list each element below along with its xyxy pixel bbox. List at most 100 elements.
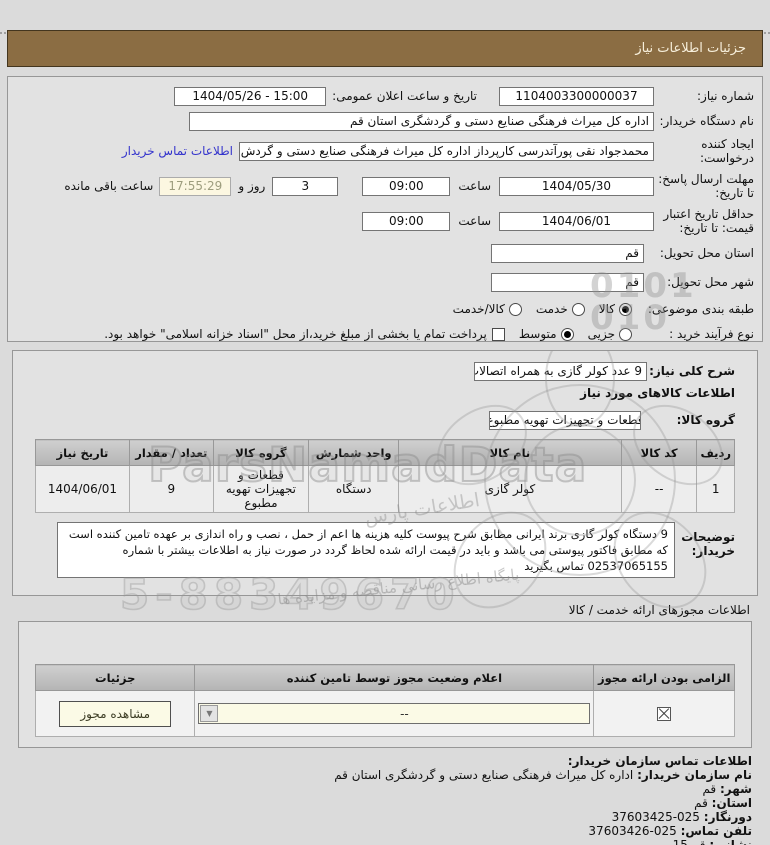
license-table: الزامی بودن ارائه مجوز اعلام وضعیت مجوز … bbox=[34, 664, 735, 737]
delivery-city-row: شهر محل تحویل: قم bbox=[16, 270, 754, 294]
category-goods-radio[interactable] bbox=[619, 302, 632, 316]
need-desc-field[interactable]: 9 عدد کولر گازی به همراه اتصالات bbox=[474, 361, 647, 381]
license-status-value: -- bbox=[400, 706, 409, 721]
category-goods-label: کالا bbox=[598, 302, 615, 316]
cell-item-code: -- bbox=[620, 465, 698, 513]
cell-quantity: 9 bbox=[128, 465, 214, 513]
creator-row: ایجاد کننده درخواست: محمدجواد نقی پورآتد… bbox=[16, 136, 754, 166]
contact-address-line-clipped: نشانی: قم 15 bbox=[18, 838, 752, 845]
buyer-contact-block: اطلاعات تماس سازمان خریدار: نام سازمان خ… bbox=[18, 754, 752, 845]
delivery-province-row: استان محل تحویل: قم bbox=[16, 241, 754, 265]
general-info-groupbox: شماره نیاز: 1104003300000037 تاریخ و ساع… bbox=[7, 76, 763, 342]
purchase-process-label: نوع فرآیند خرید : bbox=[669, 327, 754, 341]
validity-hour-label: ساعت bbox=[458, 214, 491, 228]
process-minor-label: جزیی bbox=[587, 327, 615, 341]
license-table-header-row: الزامی بودن ارائه مجوز اعلام وضعیت مجوز … bbox=[34, 664, 735, 691]
deadline-date-field[interactable]: 1404/05/30 bbox=[499, 176, 654, 196]
category-goods-service-label: کالا/خدمت bbox=[452, 302, 505, 316]
category-service-radio[interactable] bbox=[571, 302, 585, 316]
subject-category-label: طبقه بندی موضوعی: bbox=[647, 302, 754, 316]
treasury-checkbox[interactable] bbox=[491, 327, 505, 341]
delivery-province-field[interactable]: قم bbox=[491, 243, 644, 263]
subject-category-row: طبقه بندی موضوعی: کالا خدمت کالا/خدمت bbox=[16, 299, 754, 319]
remaining-days-field[interactable]: 3 bbox=[272, 176, 339, 196]
goods-group-row: گروه کالا: قطعات و تجهیزات تهویه مطبوع bbox=[35, 410, 735, 430]
contact-org-line: نام سازمان خریدار: اداره کل میراث فرهنگی… bbox=[18, 768, 752, 782]
cell-item-name: کولر گازی bbox=[398, 465, 622, 513]
delivery-city-field[interactable]: قم bbox=[491, 272, 644, 292]
col-license-details: جزئیات bbox=[34, 664, 196, 691]
contact-city-line: شهر: قم bbox=[18, 782, 752, 796]
need-number-field[interactable]: 1104003300000037 bbox=[499, 86, 654, 106]
items-section-heading: اطلاعات کالاهای مورد نیاز bbox=[580, 386, 735, 400]
contact-province-line: استان: قم bbox=[18, 796, 752, 810]
goods-group-field[interactable]: قطعات و تجهیزات تهویه مطبوع bbox=[489, 410, 641, 430]
page-title-bar: جزئیات اطلاعات نیاز bbox=[7, 30, 763, 67]
contact-address-value: قم 15 bbox=[672, 838, 706, 845]
process-medium-radio[interactable] bbox=[560, 327, 574, 341]
contact-city-value: قم bbox=[702, 782, 717, 796]
goods-group-label: گروه کالا: bbox=[676, 413, 735, 427]
page-title: جزئیات اطلاعات نیاز bbox=[635, 41, 746, 56]
category-goods-service-radio[interactable] bbox=[508, 302, 522, 316]
announce-label: تاریخ و ساعت اعلان عمومی: bbox=[332, 89, 477, 103]
col-need-date: تاریخ نیاز bbox=[35, 439, 130, 466]
delivery-city-label: شهر محل تحویل: bbox=[667, 275, 754, 289]
cell-unit: دستگاه bbox=[308, 465, 400, 513]
view-license-button[interactable]: مشاهده مجوز bbox=[59, 700, 172, 727]
cell-group: قطعات و تجهیزات تهویه مطبوع bbox=[212, 465, 310, 513]
col-item-name: نام کالا bbox=[398, 439, 622, 466]
col-group: گروه کالا bbox=[212, 439, 310, 466]
contact-phone-label: تلفن تماس: bbox=[680, 824, 752, 838]
license-status-dropdown[interactable]: -- ▼ bbox=[198, 703, 591, 724]
purchase-process-row: نوع فرآیند خرید : جزیی متوسط پرداخت تمام… bbox=[16, 324, 754, 344]
col-license-required: الزامی بودن ارائه مجوز bbox=[593, 664, 735, 691]
license-required-checkbox[interactable] bbox=[657, 706, 672, 721]
contact-address-label: نشانی: bbox=[709, 838, 752, 845]
col-unit: واحد شمارش bbox=[308, 439, 400, 466]
buyer-notes-row: توضیحات خریدار: 9 دستگاه کولر گازی برند … bbox=[35, 522, 735, 578]
validity-date-field[interactable]: 1404/06/01 bbox=[499, 211, 654, 231]
buyer-name-row: نام دستگاه خریدار: اداره کل میراث فرهنگی… bbox=[16, 111, 754, 131]
cell-license-details: مشاهده مجوز bbox=[34, 690, 196, 737]
contact-fax-line: دورنگار: 37603425-025 bbox=[18, 810, 752, 824]
col-license-status: اعلام وضعیت مجوز توسط تامین کننده bbox=[194, 664, 595, 691]
need-desc-row: شرح کلی نیاز: 9 عدد کولر گازی به همراه ا… bbox=[35, 361, 735, 381]
license-table-row: -- ▼ مشاهده مجوز bbox=[34, 690, 735, 737]
buyer-contact-link[interactable]: اطلاعات تماس خریدار bbox=[121, 144, 233, 158]
creator-field[interactable]: محمدجواد نقی پورآتدرسی کارپرداز اداره کل… bbox=[239, 141, 654, 161]
contact-phone-line: تلفن تماس: 37603426-025 bbox=[18, 824, 752, 838]
chevron-down-icon: ▼ bbox=[200, 705, 219, 722]
col-item-code: کد کالا bbox=[620, 439, 698, 466]
buyer-name-field[interactable]: اداره کل میراث فرهنگی صنایع دستی و گردشگ… bbox=[189, 111, 654, 131]
countdown-timer: 17:55:29 bbox=[159, 176, 232, 196]
buyer-notes-label: توضیحات خریدار: bbox=[681, 530, 735, 558]
contact-phone-value: 37603426-025 bbox=[588, 824, 677, 838]
validity-time-field[interactable]: 09:00 bbox=[362, 211, 451, 231]
contact-fax-label: دورنگار: bbox=[703, 810, 752, 824]
cell-need-date: 1404/06/01 bbox=[35, 465, 130, 513]
deadline-time-field[interactable]: 09:00 bbox=[362, 176, 451, 196]
license-groupbox: الزامی بودن ارائه مجوز اعلام وضعیت مجوز … bbox=[18, 621, 752, 748]
process-minor-radio[interactable] bbox=[619, 327, 632, 341]
deadline-label: مهلت ارسال پاسخ: تا تاریخ: bbox=[658, 172, 754, 200]
contact-city-label: شهر: bbox=[720, 782, 752, 796]
delivery-province-label: استان محل تحویل: bbox=[659, 246, 754, 260]
cell-license-status: -- ▼ bbox=[194, 690, 595, 737]
contact-heading: اطلاعات تماس سازمان خریدار: bbox=[567, 754, 752, 768]
contact-org-value: اداره کل میراث فرهنگی صنایع دستی و گردشگ… bbox=[334, 768, 634, 782]
price-validity-label: حداقل تاریخ اعتبار قیمت: تا تاریخ: bbox=[663, 207, 754, 235]
contact-org-label: نام سازمان خریدار: bbox=[637, 768, 752, 782]
price-validity-row: حداقل تاریخ اعتبار قیمت: تا تاریخ: 1404/… bbox=[16, 206, 754, 236]
buyer-name-label: نام دستگاه خریدار: bbox=[659, 114, 755, 128]
need-desc-label: شرح کلی نیاز: bbox=[649, 364, 735, 378]
contact-province-value: قم bbox=[694, 796, 708, 810]
buyer-notes-field[interactable]: 9 دستگاه کولر گازی برند ایرانی مطابق شرح… bbox=[57, 522, 675, 578]
col-quantity: تعداد / مقدار bbox=[128, 439, 214, 466]
col-row-index: ردیف bbox=[696, 439, 735, 466]
announce-datetime-field[interactable]: 1404/05/26 - 15:00 bbox=[174, 86, 327, 106]
need-number-label: شماره نیاز: bbox=[697, 89, 754, 103]
items-table: ردیف کد کالا نام کالا واحد شمارش گروه کا… bbox=[35, 439, 735, 513]
process-medium-label: متوسط bbox=[518, 327, 557, 341]
contact-province-label: استان: bbox=[711, 796, 752, 810]
